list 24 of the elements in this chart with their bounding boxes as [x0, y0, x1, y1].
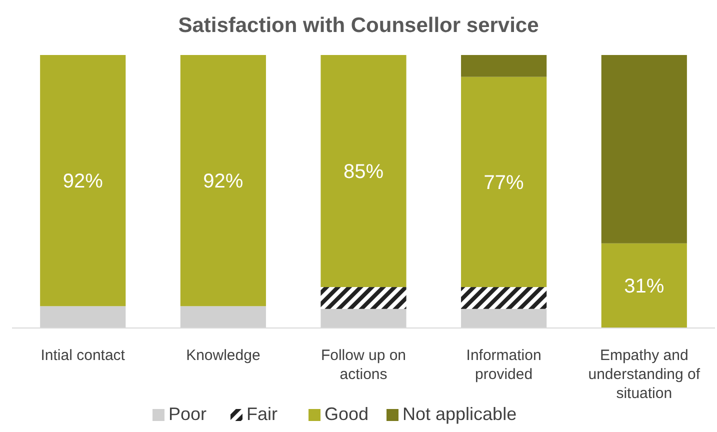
- legend-label: Fair: [246, 404, 278, 424]
- bar: [461, 76, 547, 288]
- data-label: 92%: [62, 170, 104, 193]
- x-tick-label: Empathy and understanding of situation: [588, 347, 701, 402]
- bar: [40, 55, 126, 306]
- legend-label: Good: [324, 404, 369, 424]
- x-tick-label: Knowledge: [186, 347, 260, 364]
- data-label: 92%: [203, 170, 244, 193]
- chart-title: Satisfaction with Counsellor service: [178, 14, 539, 37]
- legend-label: Poor: [168, 404, 207, 424]
- x-tick-label: Follow up on actions: [320, 347, 406, 383]
- x-tick-label: Intial contact: [40, 347, 126, 364]
- bar: [601, 243, 687, 328]
- bar: [320, 287, 406, 309]
- bar: [601, 55, 687, 244]
- data-label: 85%: [343, 161, 384, 184]
- data-label: 77%: [484, 172, 524, 194]
- legend-label: Not applicable: [402, 404, 517, 424]
- x-tick-label: Information provided: [466, 347, 542, 383]
- bar: [461, 55, 547, 77]
- bar: [180, 55, 266, 306]
- bar: [461, 287, 547, 309]
- bar: [320, 55, 406, 288]
- data-label: 31%: [624, 276, 664, 298]
